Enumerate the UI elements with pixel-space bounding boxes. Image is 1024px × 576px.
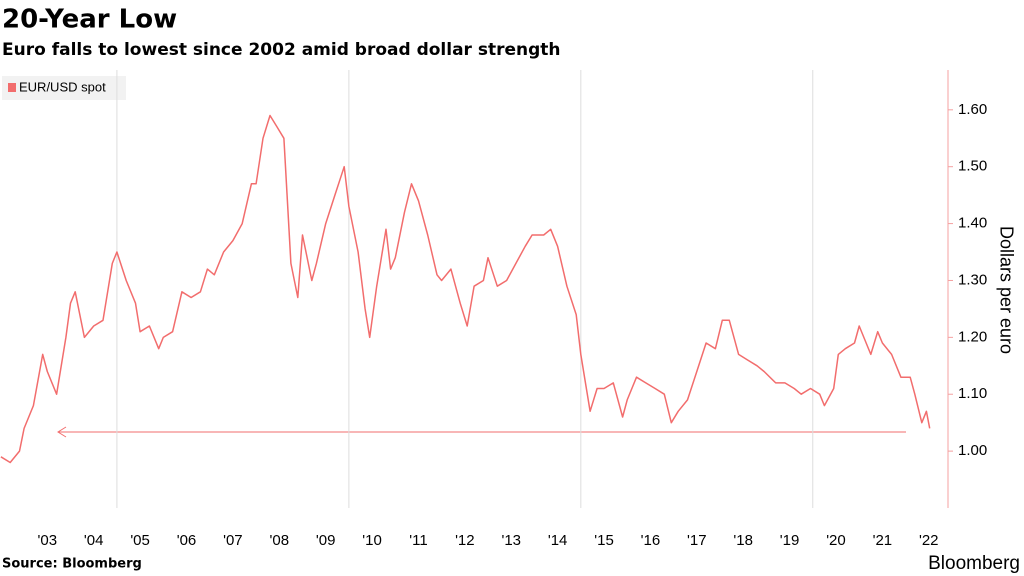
x-tick-label: '19 bbox=[780, 532, 800, 549]
x-tick-label: '15 bbox=[594, 532, 614, 549]
x-tick-label: '07 bbox=[223, 532, 243, 549]
x-tick-label: '18 bbox=[733, 532, 753, 549]
y-tick-label: 1.20 bbox=[958, 328, 987, 345]
y-tick-label: 1.50 bbox=[958, 158, 987, 175]
x-tick-label: '09 bbox=[316, 532, 336, 549]
x-tick-label: '21 bbox=[873, 532, 893, 549]
line-series bbox=[0, 114, 931, 464]
y-tick-label: 1.00 bbox=[958, 442, 987, 459]
x-tick-label: '14 bbox=[548, 532, 568, 549]
x-tick-label: '05 bbox=[130, 532, 150, 549]
y-tick-label: 1.10 bbox=[958, 385, 987, 402]
x-tick-label: '22 bbox=[919, 532, 939, 549]
x-tick-label: '16 bbox=[641, 532, 661, 549]
chart-title: 20-Year Low bbox=[2, 5, 177, 35]
x-tick-label: '03 bbox=[38, 532, 58, 549]
legend-swatch bbox=[8, 83, 16, 92]
y-tick-label: 1.60 bbox=[958, 101, 987, 118]
x-tick-label: '17 bbox=[687, 532, 707, 549]
annotation-arrowhead bbox=[57, 426, 67, 438]
x-tick-label: '04 bbox=[84, 532, 104, 549]
x-tick-label: '12 bbox=[455, 532, 475, 549]
x-tick-label: '20 bbox=[826, 532, 846, 549]
chart-subtitle: Euro falls to lowest since 2002 amid bro… bbox=[2, 40, 561, 60]
x-tick-label: '11 bbox=[409, 532, 427, 549]
x-tick-label: '06 bbox=[177, 532, 197, 549]
y-axis-label: Dollars per euro bbox=[996, 226, 1016, 354]
y-tick-label: 1.40 bbox=[958, 215, 987, 232]
y-tick-label: 1.30 bbox=[958, 271, 987, 288]
x-tick-label: '08 bbox=[269, 532, 289, 549]
brand-logo: Bloomberg bbox=[928, 553, 1020, 574]
source: Source: Bloomberg bbox=[2, 557, 142, 572]
x-tick-label: '10 bbox=[362, 532, 382, 549]
legend-label: EUR/USD spot bbox=[19, 79, 106, 94]
legend-box bbox=[2, 76, 126, 100]
x-tick-label: '13 bbox=[501, 532, 521, 549]
